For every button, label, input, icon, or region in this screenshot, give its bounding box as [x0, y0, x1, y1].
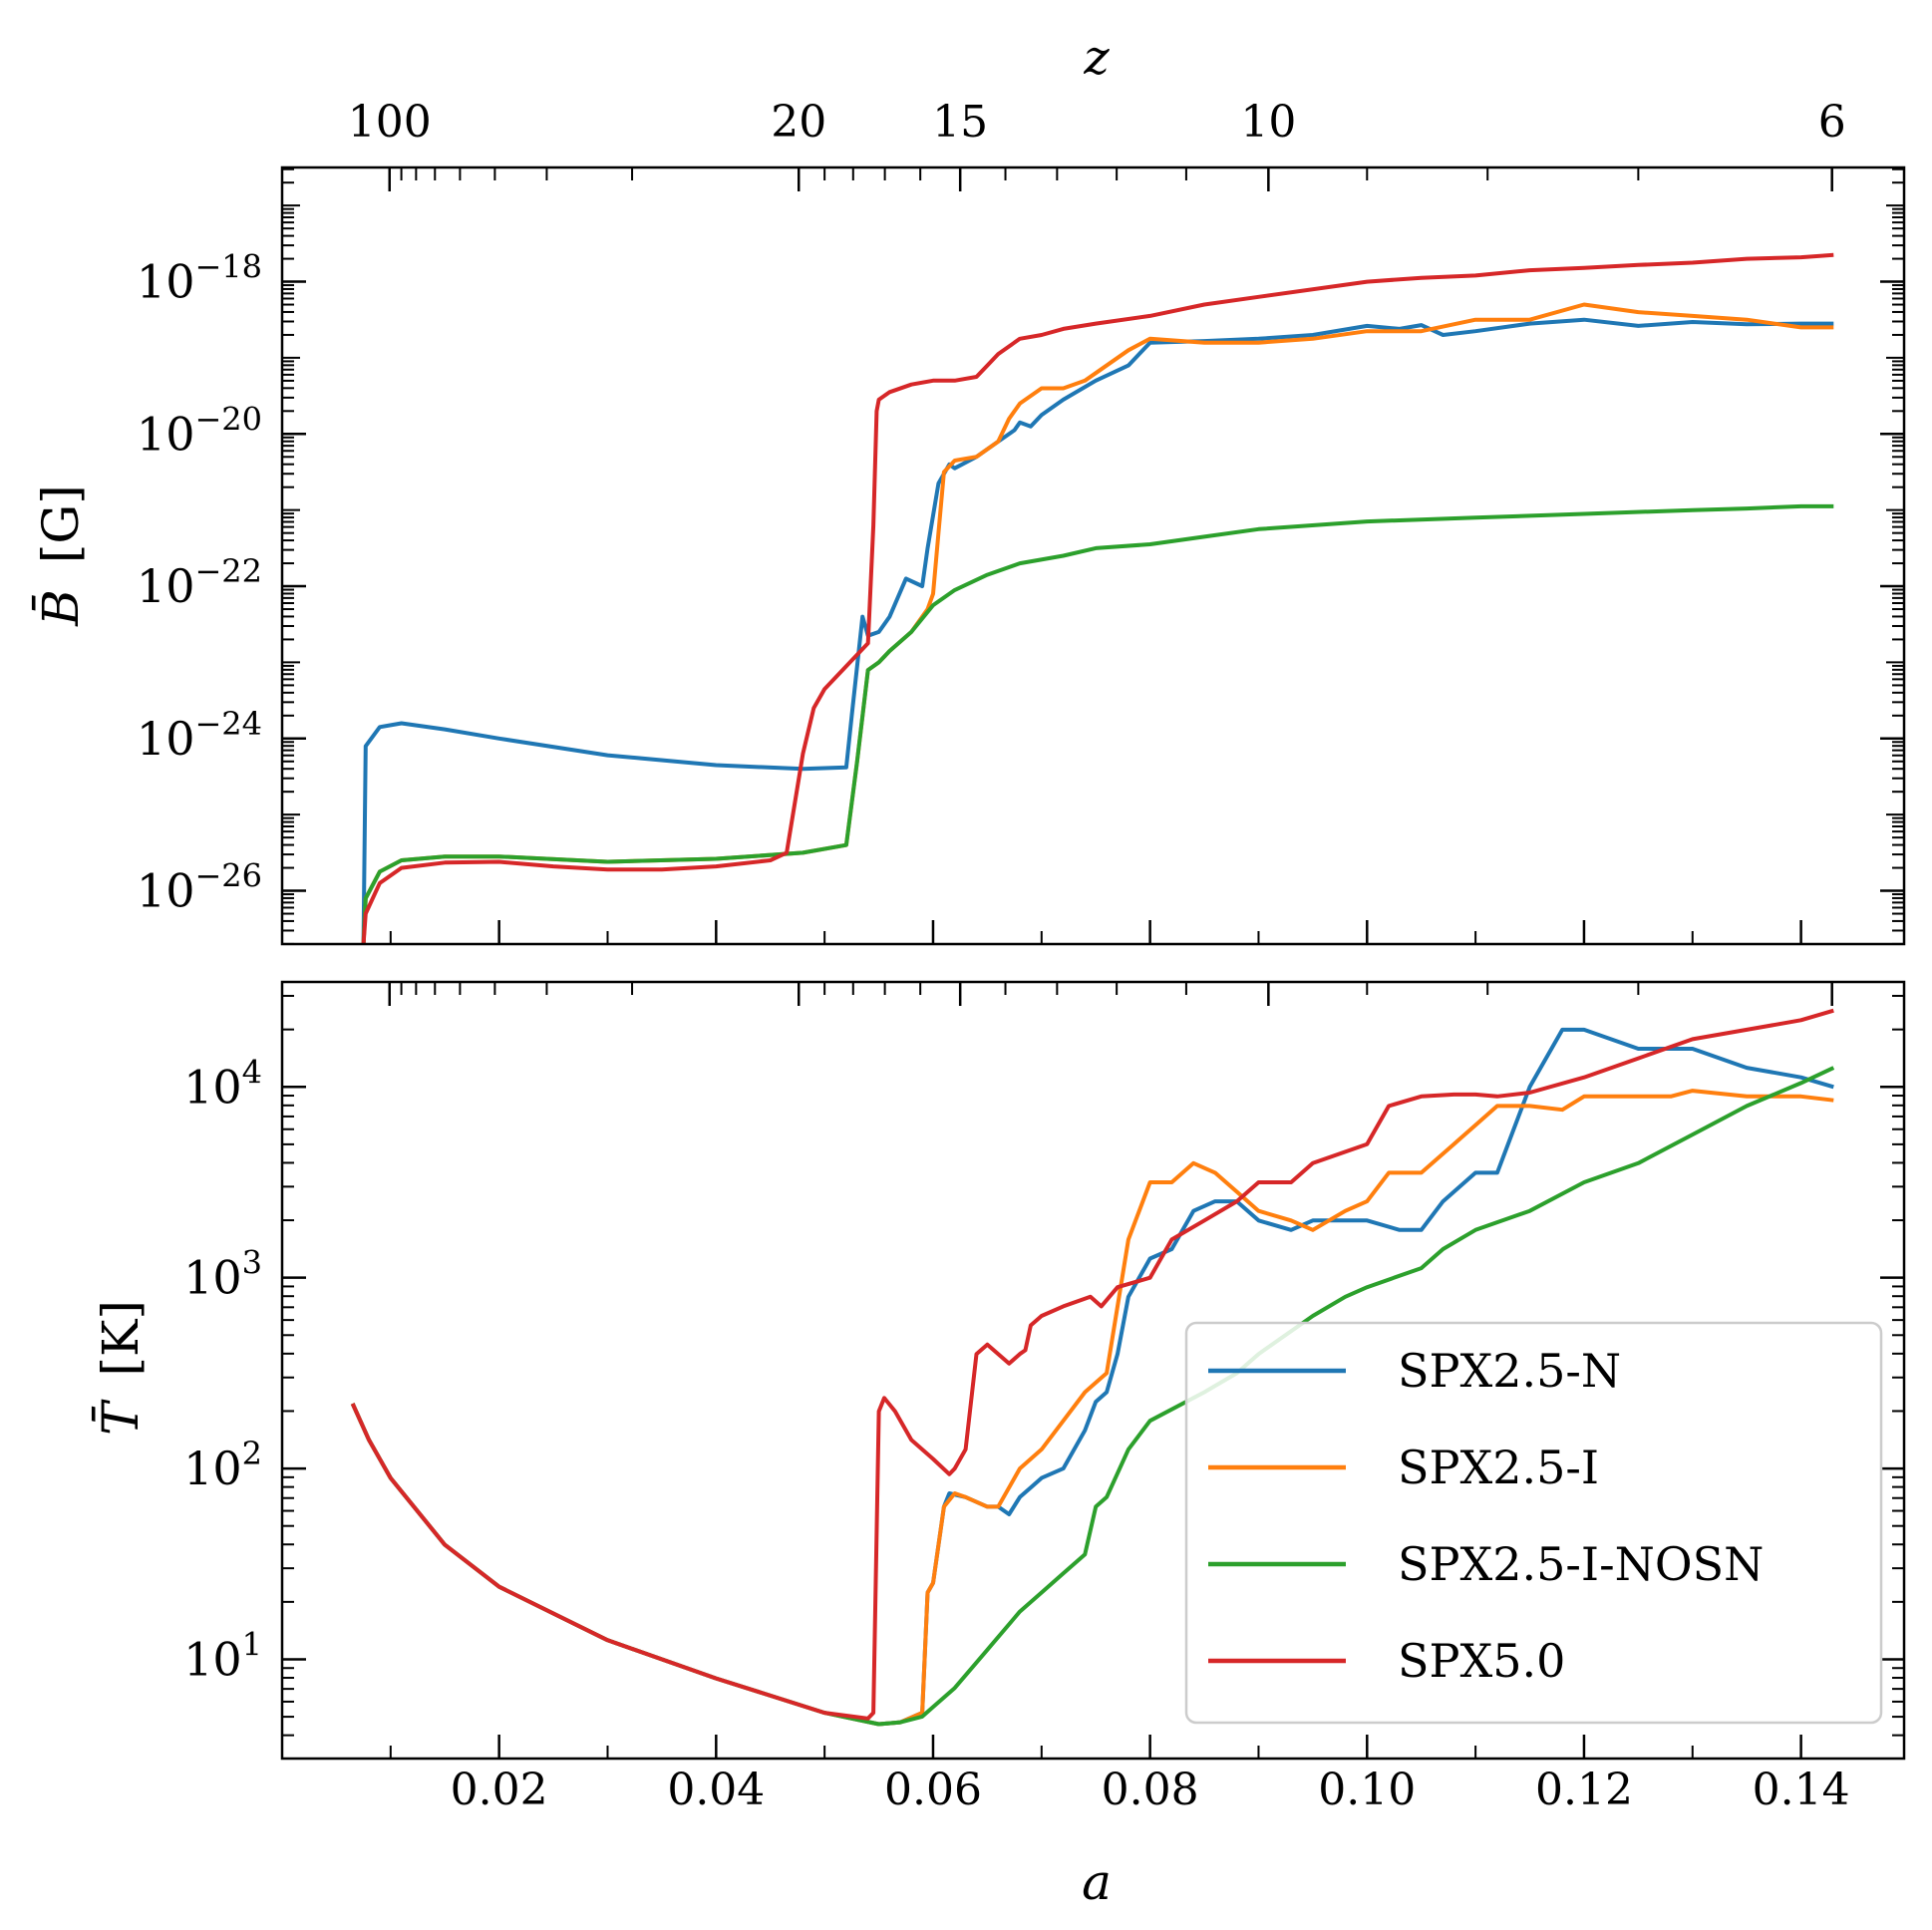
legend-box [1184, 1321, 1883, 1725]
bottom-ticks-group: 0.02 0.04 0.06 0.08 0.10 0.12 0.14 104 103 102 101 [183, 982, 1904, 1815]
z-tick-label: 10 [1240, 97, 1296, 148]
t-line-spx5-0 [350, 1008, 1834, 1721]
b-line-spx2-5-i [361, 302, 1834, 944]
z-tick-label: 15 [932, 97, 988, 148]
a-tick-label: 0.06 [884, 1765, 982, 1815]
bottom-series-group [350, 1008, 1835, 1727]
legend-label: SPX2.5-N [1398, 1344, 1621, 1398]
top-axes-frame [280, 165, 1906, 946]
z-tick-label: 20 [771, 97, 826, 148]
b-axis-label: B̄ [G] [31, 484, 90, 627]
b-tick-label: 10−18 [137, 248, 262, 309]
legend: SPX2.5-N SPX2.5-I SPX2.5-I-NOSN SPX5.0 [1184, 1321, 1883, 1725]
panel-temperature: 0.02 0.04 0.06 0.08 0.10 0.12 0.14 104 103 102 101… [91, 980, 1906, 1911]
a-tick-label: 0.04 [667, 1765, 765, 1815]
z-tick-label: 6 [1818, 97, 1846, 148]
svg-text:T̄ [K]: T̄ [K] [91, 1300, 150, 1436]
t-tick-label: 104 [183, 1053, 262, 1114]
top-series-group [361, 252, 1834, 944]
b-axis-unit: [G] [32, 484, 90, 563]
a-axis-label: a [1082, 1853, 1112, 1911]
b-tick-label: 10−22 [137, 552, 262, 613]
b-tick-label: 10−20 [137, 400, 262, 461]
a-tick-label: 0.08 [1102, 1765, 1199, 1815]
t-tick-label: 103 [183, 1244, 262, 1305]
z-tick-label: 100 [348, 97, 432, 148]
legend-label: SPX2.5-I [1398, 1441, 1599, 1494]
panel-magnetic-field: 100 20 15 10 6 10−18 10−20 10−22 10−24 10−26 z B̄… [31, 30, 1906, 946]
t-axis-symbol: T̄ [91, 1399, 150, 1436]
a-tick-label: 0.02 [451, 1765, 548, 1815]
t-axis-unit: [K] [92, 1300, 150, 1376]
b-axis-symbol: B̄ [31, 589, 90, 627]
b-line-spx2-5-n [361, 317, 1834, 944]
legend-label: SPX2.5-I-NOSN [1398, 1537, 1764, 1591]
t-tick-label: 101 [183, 1625, 262, 1686]
a-tick-label: 0.14 [1753, 1765, 1850, 1815]
svg-text:B̄ [G]: B̄ [G] [31, 484, 90, 627]
z-axis-label: z [1083, 30, 1110, 86]
b-tick-label: 10−24 [137, 705, 262, 766]
b-line-spx2-5-i-nosn [361, 503, 1834, 944]
b-tick-label: 10−26 [137, 857, 262, 918]
t-axis-label: T̄ [K] [91, 1300, 150, 1436]
bottom-axes-frame [280, 980, 1906, 1761]
legend-label: SPX5.0 [1398, 1634, 1565, 1688]
a-tick-label: 0.12 [1535, 1765, 1633, 1815]
b-line-spx5-0 [361, 252, 1834, 944]
a-tick-label: 0.10 [1318, 1765, 1416, 1815]
t-tick-label: 102 [183, 1435, 262, 1495]
top-ticks-group: 100 20 15 10 6 10−18 10−20 10−22 10−24 10−26 [137, 97, 1904, 945]
